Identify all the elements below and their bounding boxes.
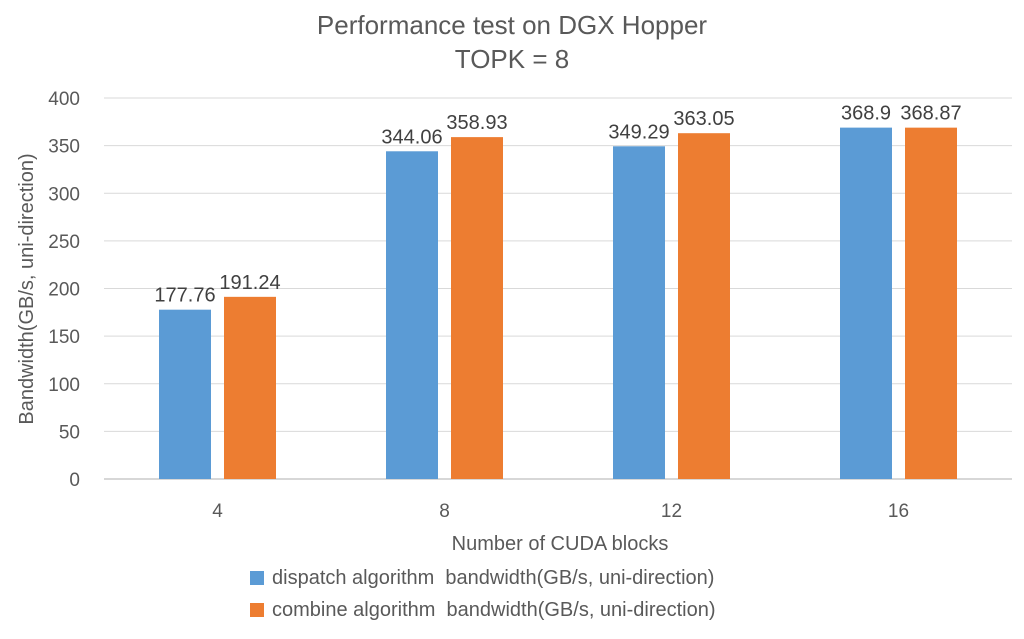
y-tick-label: 0 bbox=[69, 470, 80, 491]
legend-label: combine algorithm bandwidth(GB/s, uni-di… bbox=[272, 599, 716, 621]
y-tick-label: 350 bbox=[48, 137, 80, 158]
bars bbox=[159, 127, 957, 480]
x-axis-label: Number of CUDA blocks bbox=[452, 533, 669, 555]
bar-combine bbox=[451, 137, 503, 479]
bar-dispatch bbox=[613, 146, 665, 479]
data-label: 349.29 bbox=[608, 121, 669, 143]
data-label: 368.9 bbox=[841, 103, 891, 125]
data-label: 191.24 bbox=[219, 272, 280, 294]
bar-combine bbox=[224, 296, 276, 479]
y-axis-label: Bandwidth(GB/s, uni-direction) bbox=[16, 153, 38, 424]
legend-swatch bbox=[250, 571, 264, 585]
y-tick-label: 300 bbox=[48, 184, 80, 205]
legend-label: dispatch algorithm bandwidth(GB/s, uni-d… bbox=[272, 567, 714, 589]
chart-subtitle: TOPK = 8 bbox=[455, 44, 569, 74]
y-tick-label: 100 bbox=[48, 375, 80, 396]
chart-title: Performance test on DGX Hopper bbox=[317, 10, 708, 40]
x-tick-label: 12 bbox=[661, 501, 682, 522]
bar-dispatch bbox=[159, 309, 211, 479]
y-tick-label: 50 bbox=[59, 422, 80, 443]
x-tick-label: 8 bbox=[439, 501, 450, 522]
x-tick-label: 16 bbox=[888, 501, 909, 522]
y-tick-label: 400 bbox=[48, 89, 80, 110]
y-tick-label: 250 bbox=[48, 232, 80, 253]
x-axis-ticks: 4 8 12 16 bbox=[212, 501, 909, 522]
data-label: 177.76 bbox=[154, 285, 215, 307]
bar-combine bbox=[678, 133, 730, 479]
legend: dispatch algorithm bandwidth(GB/s, uni-d… bbox=[250, 567, 716, 621]
data-label: 358.93 bbox=[446, 112, 507, 134]
y-tick-label: 200 bbox=[48, 280, 80, 301]
y-axis-ticks: 0 50 100 150 200 250 300 350 400 bbox=[48, 89, 80, 491]
bar-combine bbox=[905, 127, 957, 480]
data-label: 368.87 bbox=[900, 103, 961, 125]
legend-swatch bbox=[250, 603, 264, 617]
data-label: 363.05 bbox=[673, 108, 734, 130]
bar-dispatch bbox=[840, 127, 892, 480]
data-label: 344.06 bbox=[381, 126, 442, 148]
bar-dispatch bbox=[386, 151, 438, 480]
y-tick-label: 150 bbox=[48, 327, 80, 348]
x-tick-label: 4 bbox=[212, 501, 223, 522]
